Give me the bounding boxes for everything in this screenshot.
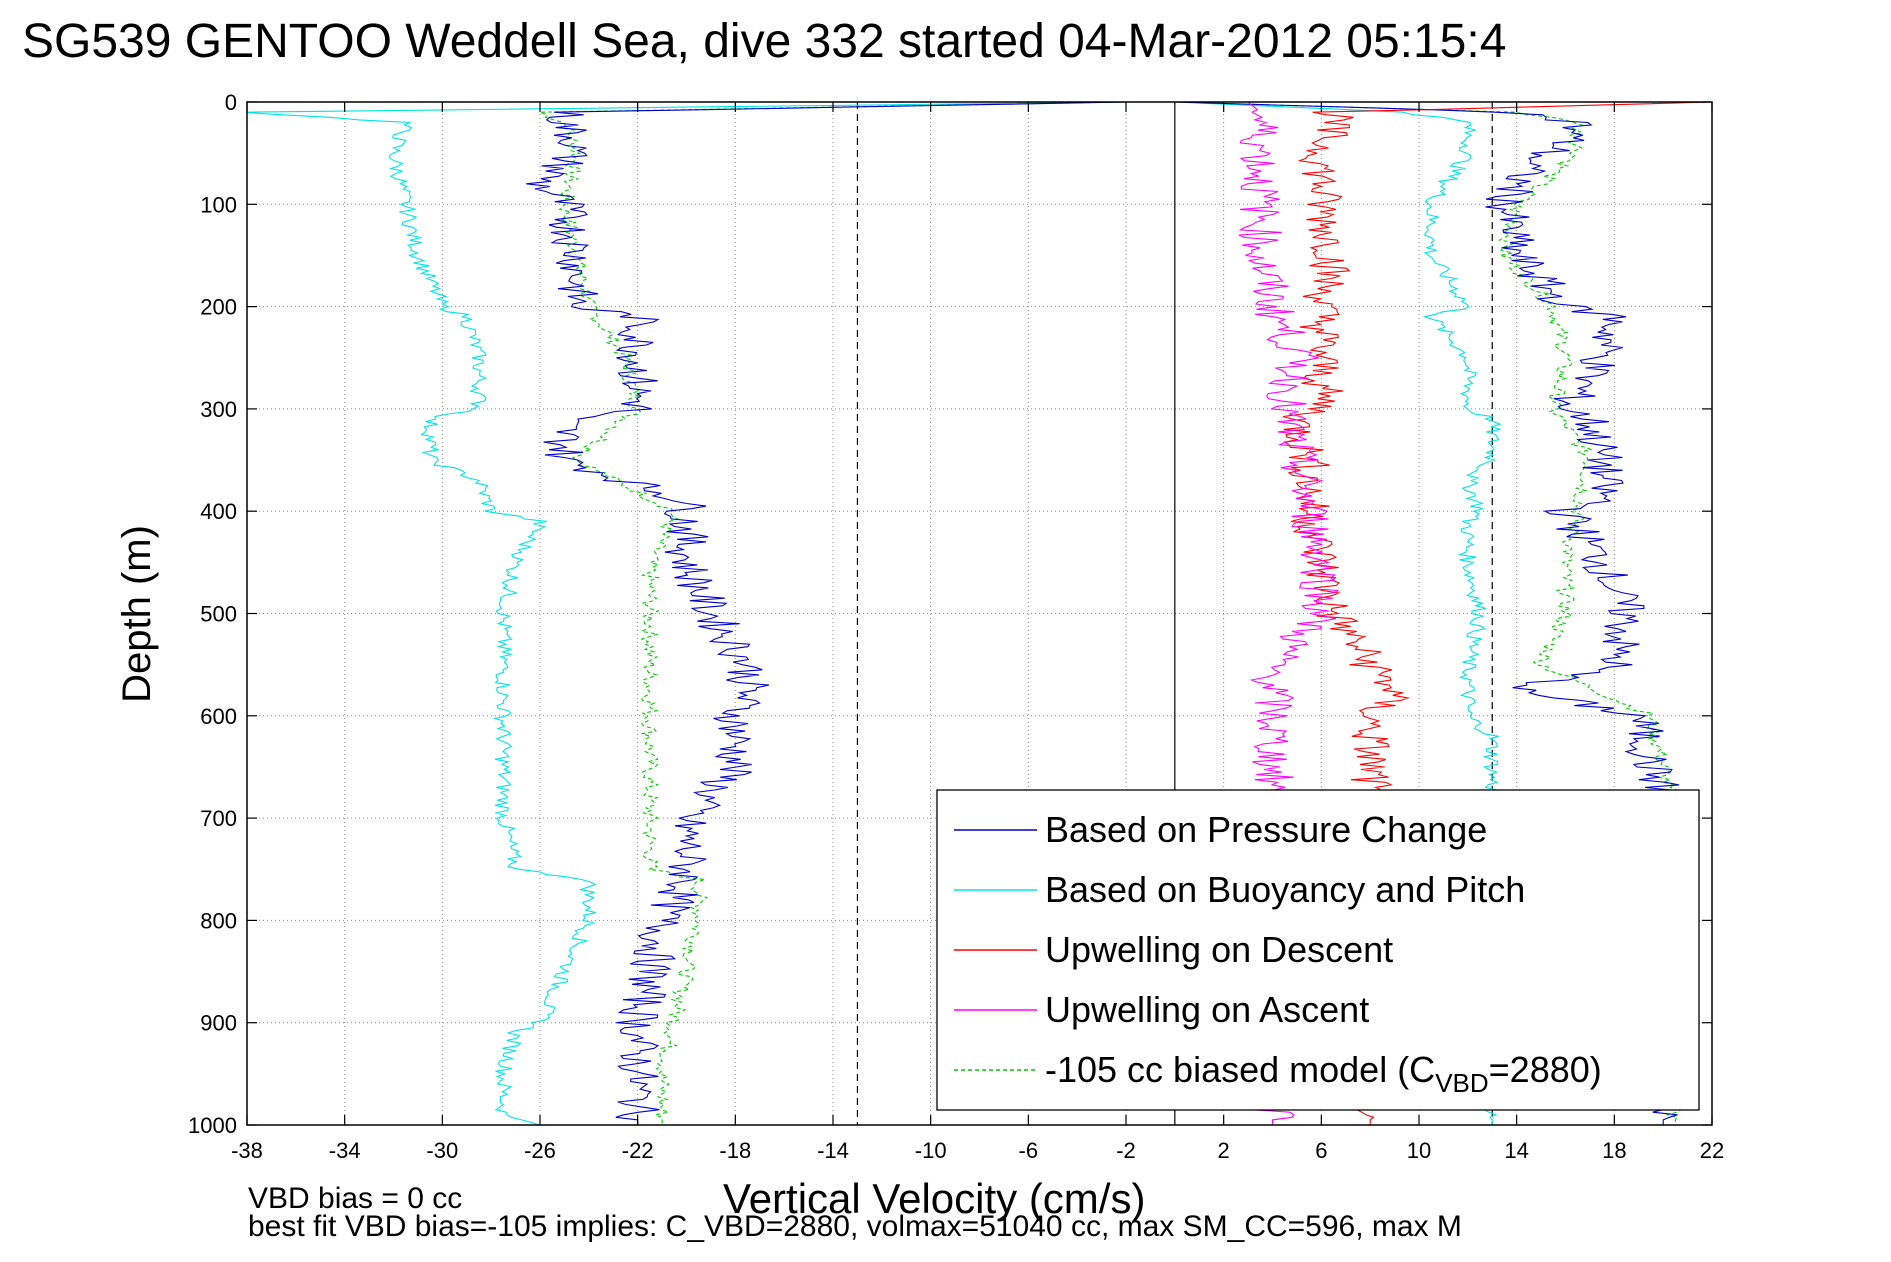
y-tick-label: 200 [200, 295, 237, 320]
series-105-cc-biased-model-c-vbd-2880-descent [539, 102, 1127, 1125]
series-layer [247, 102, 1712, 1125]
y-tick-label: 800 [200, 908, 237, 933]
x-tick-label: -10 [915, 1138, 947, 1163]
series-105-cc-biased-model-c-vbd-2880-ascent [1174, 102, 1685, 1125]
x-axis-label: Vertical Velocity (cm/s) [723, 1175, 1146, 1222]
x-tick-label: -6 [1019, 1138, 1039, 1163]
x-tick-label: -18 [719, 1138, 751, 1163]
vbd-bias-note: VBD bias = 0 cc [248, 1182, 463, 1215]
x-tick-label: -34 [329, 1138, 361, 1163]
chart-title: SG539 GENTOO Weddell Sea, dive 332 start… [22, 15, 1507, 68]
y-tick-label: 0 [225, 90, 237, 115]
legend-label: Based on Buoyancy and Pitch [1045, 869, 1525, 910]
legend-label: -105 cc biased model (CVBD=2880) [1045, 1049, 1602, 1098]
x-tick-label: -22 [622, 1138, 654, 1163]
x-tick-label: 18 [1602, 1138, 1626, 1163]
series-based-on-buoyancy-and-pitch-descent [247, 102, 1127, 1125]
x-tick-label: 2 [1218, 1138, 1230, 1163]
y-tick-label: 100 [200, 192, 237, 217]
x-tick-label: 14 [1504, 1138, 1528, 1163]
y-axis-label: Depth (m) [115, 525, 159, 703]
best-fit-note: best fit VBD bias=-105 implies: C_VBD=28… [248, 1210, 1462, 1243]
x-tick-label: 22 [1700, 1138, 1724, 1163]
series-based-on-pressure-change-descent [526, 102, 1127, 1125]
x-tick-label: 6 [1315, 1138, 1327, 1163]
legend-box [936, 789, 1700, 1111]
legend: Based on Pressure Change Based on Buoyanc… [936, 789, 1700, 1111]
y-tick-label: 700 [200, 806, 237, 831]
x-tick-label: -30 [426, 1138, 458, 1163]
x-tick-label: -14 [817, 1138, 849, 1163]
legend-label: Upwelling on Ascent [1045, 989, 1369, 1030]
x-tick-label: 10 [1407, 1138, 1431, 1163]
x-tick-label: -38 [231, 1138, 263, 1163]
legend-label: Upwelling on Descent [1045, 929, 1393, 970]
legend-label: Based on Pressure Change [1045, 809, 1487, 850]
tick-labels: -38 -34 -30 -26 -22 -18 -14 -10 -6 -2 2 6 10 14 18 2201… [188, 90, 1724, 1163]
axes [246, 101, 1713, 1126]
y-tick-label: 900 [200, 1011, 237, 1036]
x-tick-label: -2 [1116, 1138, 1136, 1163]
y-tick-label: 1000 [188, 1113, 237, 1138]
y-tick-label: 300 [200, 397, 237, 422]
y-tick-label: 600 [200, 704, 237, 729]
y-tick-label: 400 [200, 499, 237, 524]
y-tick-label: 500 [200, 602, 237, 627]
x-tick-label: -26 [524, 1138, 556, 1163]
